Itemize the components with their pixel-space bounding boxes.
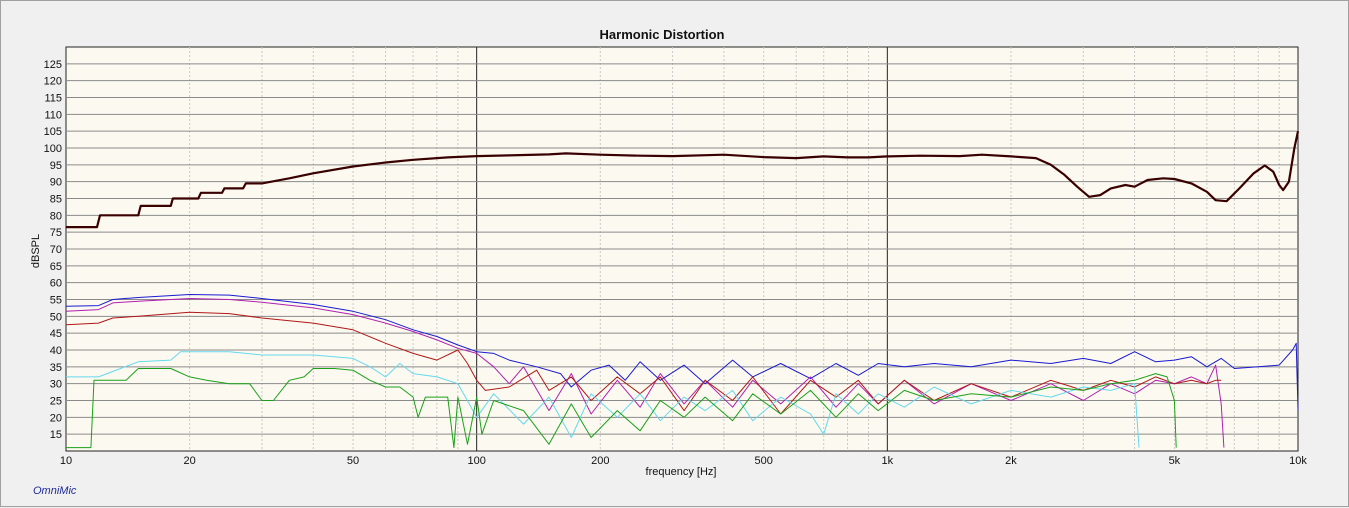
- y-tick-label: 105: [44, 126, 62, 138]
- y-tick-label: 50: [50, 311, 62, 323]
- tick-labels: 1520253035404550556065707580859095100105…: [44, 59, 1308, 467]
- y-tick-label: 125: [44, 59, 62, 71]
- x-tick-label: 20: [183, 455, 195, 467]
- y-tick-label: 15: [50, 429, 62, 441]
- y-tick-label: 120: [44, 76, 62, 88]
- y-tick-label: 30: [50, 379, 62, 391]
- y-tick-label: 25: [50, 396, 62, 408]
- series-line-3: [65, 298, 1225, 448]
- y-tick-label: 35: [50, 362, 62, 374]
- series-lines: [65, 130, 1300, 449]
- x-tick-label: 2k: [1005, 455, 1017, 467]
- y-tick-label: 95: [50, 160, 62, 172]
- y-tick-label: 20: [50, 412, 62, 424]
- x-tick-label: 10: [60, 455, 72, 467]
- x-tick-label: 100: [467, 455, 485, 467]
- x-tick-label: 200: [591, 455, 609, 467]
- y-tick-label: 55: [50, 295, 62, 307]
- x-tick-label: 500: [755, 455, 773, 467]
- y-tick-label: 40: [50, 345, 62, 357]
- y-tick-label: 45: [50, 328, 62, 340]
- x-tick-label: 10k: [1289, 455, 1307, 467]
- y-tick-label: 70: [50, 244, 62, 256]
- x-tick-label: 50: [347, 455, 359, 467]
- x-axis-label: frequency [Hz]: [646, 466, 717, 478]
- y-tick-label: 75: [50, 227, 62, 239]
- y-tick-label: 65: [50, 261, 62, 273]
- y-tick-label: 100: [44, 143, 62, 155]
- chart-title: Harmonic Distortion: [600, 27, 725, 42]
- y-tick-label: 110: [44, 109, 62, 121]
- y-tick-label: 85: [50, 194, 62, 206]
- series-line-4: [65, 311, 1222, 415]
- y-tick-label: 60: [50, 278, 62, 290]
- x-tick-label: 1k: [882, 455, 894, 467]
- y-axis-label: dBSPL: [30, 234, 42, 268]
- y-tick-label: 115: [44, 93, 62, 105]
- omnimic-watermark: OmniMic: [33, 485, 77, 497]
- series-line-6: [66, 368, 1177, 449]
- series-line-2: [65, 294, 1299, 411]
- series-line-5: [66, 351, 1140, 448]
- series-line-1: [66, 130, 1300, 229]
- x-tick-label: 5k: [1169, 455, 1181, 467]
- y-tick-label: 90: [50, 177, 62, 189]
- y-tick-label: 80: [50, 210, 62, 222]
